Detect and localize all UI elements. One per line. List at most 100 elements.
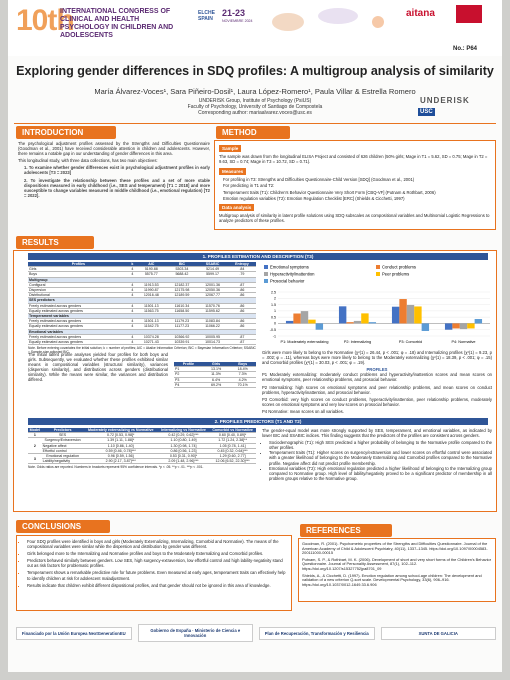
table-header-cell: BIC xyxy=(166,262,198,268)
table-cell: Configural xyxy=(28,282,129,289)
table-row: Temperament variables xyxy=(28,313,256,320)
table-row: 1 SES 0.72 [0.53, 0.98]* 0.42 [0.29, 0.62]*… xyxy=(28,432,256,439)
table-cell: 13.1% xyxy=(202,366,230,373)
table-row: Equally estimated across genders 4 11563.7… xyxy=(28,308,256,315)
table-group-cell: Emotional variables xyxy=(28,329,256,335)
table-row: Equally estimated across genders 4 10271.4… xyxy=(28,339,256,346)
table-row: Equally estimated across genders 4 11542.7… xyxy=(28,323,256,330)
funder-logo: Plan de Recuperación, Transformación y R… xyxy=(259,626,375,640)
legend-label: Hyperactivity/inattention xyxy=(270,272,315,277)
legend-swatch xyxy=(376,265,380,269)
table-cell: .79 xyxy=(227,271,256,278)
table-row: Dispersion 4 11990.87 12175.98 12050.36.86 xyxy=(28,287,256,294)
table-cell: 69.2% xyxy=(202,382,230,389)
table1: Profiles k AIC BIC SSABIC Entropy Girls 4 5190.8… xyxy=(28,262,256,346)
bar xyxy=(308,319,316,324)
measures-label: Measures xyxy=(219,168,247,176)
table-cell: 5575.77 xyxy=(136,271,167,278)
table-cell: 11563.75 xyxy=(136,308,167,315)
conclusions-heading: CONCLUSIONS xyxy=(16,520,110,533)
organizer: aitana xyxy=(406,8,435,19)
table-cell: 7.3% xyxy=(229,371,256,378)
profile-percent-table: Profile Girls Boys P1 13.1% 18.4% P2 11.3% 7.3% P… xyxy=(174,362,256,389)
table-cell: 5688.42 xyxy=(166,271,198,278)
table-cell: Boys xyxy=(28,271,129,278)
table-cell: 1.72 [1.24, 2.38]** xyxy=(209,437,256,444)
table-header-row: Profile Girls Boys xyxy=(174,362,256,368)
table-cell: 4.2% xyxy=(229,377,256,383)
funder-logo: Financiado por la Unión Europea NextGene… xyxy=(16,626,132,640)
affiliation: Corresponding author: mariaalvarez.voces… xyxy=(198,110,312,116)
table-cell: Lability/negativity xyxy=(41,458,84,465)
logo-underisk: UNDERISK xyxy=(420,96,470,105)
table-cell: 10005.95 xyxy=(197,334,228,341)
table2-wrap: Model Predictors Moderately externalizing … xyxy=(28,428,256,469)
table-cell: 12175.98 xyxy=(166,287,198,294)
measure-item: Emotion regulation variables (T2): Emoti… xyxy=(223,195,405,201)
table-cell: 11501.13 xyxy=(136,303,167,309)
y-tick-label: 1.5 xyxy=(271,303,276,307)
bar xyxy=(353,320,362,324)
table-row: P3 6.4% 4.2% xyxy=(174,377,256,383)
logo-usc: USC xyxy=(418,108,435,116)
model-cell: 2 xyxy=(28,437,42,455)
reference: Shields, A., & Cicchetti, D. (1997). Emo… xyxy=(302,572,482,587)
bar xyxy=(444,323,453,330)
bar xyxy=(346,322,354,324)
divider xyxy=(14,123,496,124)
results-heading: RESULTS xyxy=(16,236,94,249)
measure-item: For predicting in T1 and T2: xyxy=(223,183,275,189)
table2-note: Note. Odds ratios are reported. Numbers … xyxy=(28,465,204,470)
table-cell: Dispersion xyxy=(28,287,129,294)
table-header-cell: Girls xyxy=(202,362,230,368)
references-heading: REFERENCES xyxy=(300,524,392,537)
profile-description: P4 Normative: mean scores on all variabl… xyxy=(262,408,344,414)
table-cell: 12182.37 xyxy=(166,282,198,289)
profiles-list: P1 Moderately externalizing: moderately … xyxy=(262,372,492,414)
predictors-list: Sociodemographic (T1): High SES predicte… xyxy=(262,440,492,481)
table-cell: 10366.92 xyxy=(166,334,198,341)
y-tick-label: 2.5 xyxy=(271,290,276,294)
table-row: SES predictors xyxy=(28,297,256,304)
table-cell: 12001.36 xyxy=(197,282,228,289)
table-header-cell: Model xyxy=(28,428,42,434)
table-cell: 1.29 [0.60, 2.77] xyxy=(209,453,256,460)
table-row: P4 69.2% 70.1% xyxy=(174,382,256,389)
conclusion-item: Girls belonged more to the Internalizing… xyxy=(27,551,288,556)
table-header-cell: Profiles xyxy=(28,262,129,268)
conclusion-item: Results indicate that children exhibit d… xyxy=(27,583,288,588)
chart-background xyxy=(260,262,494,348)
table-cell: 11658.50 xyxy=(166,308,198,315)
table-cell: .87 xyxy=(227,334,256,341)
table-row: 2 Surgency/Extraversion 1.39 [1.11, 1.88]*… xyxy=(28,437,256,455)
table-cell: 11913.53 xyxy=(136,282,167,289)
table-cell: Girls xyxy=(28,266,129,273)
funder-logo: Gobierno de España · Ministerio de Cienc… xyxy=(137,624,253,642)
conclusion-item: Four SDQ profiles were identified in boy… xyxy=(27,539,288,549)
table-row: Effortful control 0.59 [0.46, 0.78]*** 0.8… xyxy=(28,448,256,455)
legend-label: Emotional symptoms xyxy=(270,265,309,270)
table-cell: 10014.73 xyxy=(197,339,228,346)
y-tick-label: 1 xyxy=(274,309,276,313)
table-cell: Freely estimated across genders xyxy=(28,318,129,325)
y-tick-label: 0 xyxy=(274,322,276,326)
reference: Putnam, S. P., & Rothbart, M. K. (2006).… xyxy=(302,556,492,571)
bar xyxy=(315,323,324,330)
table-row: Configural 4 11913.53 12182.37 12001.36.87 xyxy=(28,282,256,289)
table-cell: 10374.28 xyxy=(136,334,167,341)
predictors-text: The gender-equal model was more strongly… xyxy=(262,428,492,439)
sample-label: Sample xyxy=(219,145,242,153)
table-cell: 2.90 [2.17, 3.87]*** xyxy=(83,458,158,465)
table-row: Freely estimated across genders 4 10374.28… xyxy=(28,334,256,341)
table-header-cell: Comorbid vs Normative xyxy=(209,428,256,434)
table-cell: 1.10 [0.80, 1.49] xyxy=(157,437,210,444)
table1-wrap: Profiles k AIC BIC SSABIC Entropy Girls 4 5190.8… xyxy=(28,262,256,354)
table-cell: 4 xyxy=(128,323,136,330)
conclusions-list: Four SDQ profiles were identified in boy… xyxy=(20,539,288,588)
bar xyxy=(474,319,483,324)
bar xyxy=(467,323,475,329)
table-header-cell: Predictors xyxy=(41,428,84,434)
conclusion-item: Predictors behaved similarly between gen… xyxy=(27,558,288,568)
table-cell: 0.86 [0.56, 1.23] xyxy=(157,448,210,455)
